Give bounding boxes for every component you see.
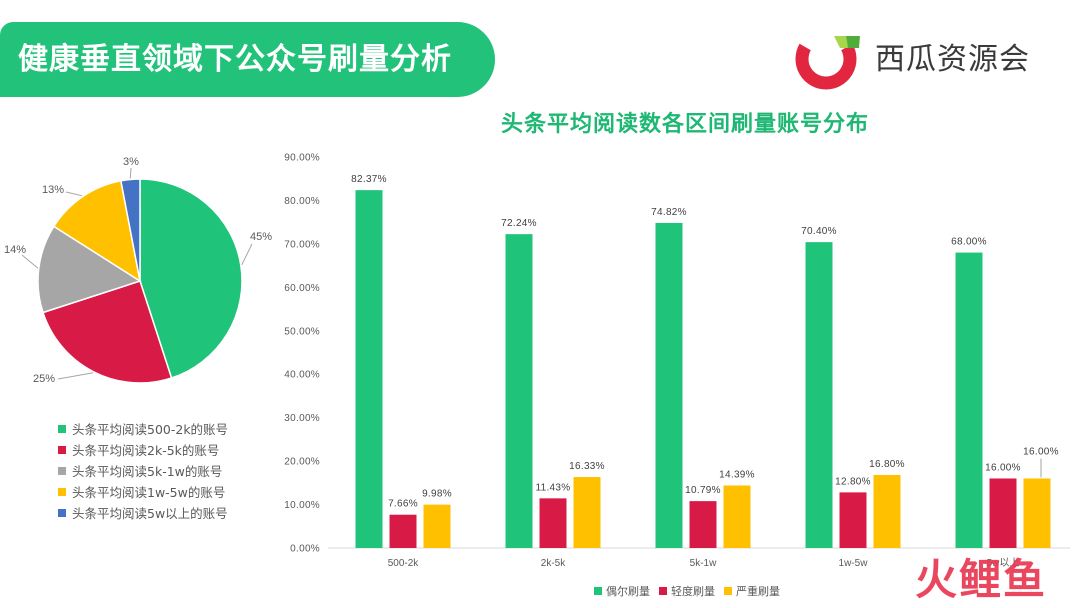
bar-legend-label: 严重刷量 bbox=[736, 585, 780, 598]
header-banner: 健康垂直领域下公众号刷量分析 bbox=[0, 22, 495, 97]
bar bbox=[573, 477, 601, 548]
bar bbox=[805, 242, 833, 548]
bar bbox=[839, 492, 867, 548]
y-tick-label: 80.00% bbox=[284, 196, 320, 207]
x-category-label: 5k-1w bbox=[690, 558, 717, 569]
bar bbox=[423, 504, 451, 548]
pie-data-label: 45% bbox=[250, 231, 272, 243]
bar-data-label: 10.79% bbox=[685, 485, 721, 496]
bar-data-label: 14.39% bbox=[719, 469, 755, 480]
pie-slice bbox=[120, 178, 141, 282]
pie-legend-label: 头条平均阅读2k-5k的账号 bbox=[72, 443, 220, 458]
legend-swatch bbox=[594, 587, 602, 595]
pie-legend: 头条平均阅读500-2k的账号 头条平均阅读2k-5k的账号 头条平均阅读5k-… bbox=[58, 418, 228, 523]
y-tick-label: 70.00% bbox=[284, 239, 320, 250]
pie-leader-line bbox=[65, 191, 83, 197]
pie-data-label: 14% bbox=[4, 244, 26, 256]
y-tick-label: 10.00% bbox=[284, 500, 320, 511]
bar-legend-label: 轻度刷量 bbox=[671, 585, 715, 598]
bar bbox=[1023, 478, 1051, 548]
y-tick-label: 40.00% bbox=[284, 370, 320, 381]
bar-data-label: 16.80% bbox=[869, 459, 905, 470]
y-tick-label: 0.00% bbox=[290, 544, 320, 555]
bar-legend-item: 偶尔刷量 bbox=[594, 583, 650, 599]
pie-chart: 45% 25% 14% 13% 3% bbox=[4, 156, 272, 385]
y-tick-label: 30.00% bbox=[284, 413, 320, 424]
legend-swatch bbox=[724, 587, 732, 595]
bar bbox=[539, 498, 567, 548]
pie-leader-line bbox=[57, 372, 94, 380]
pie-slice bbox=[42, 280, 173, 384]
bar bbox=[389, 514, 417, 548]
bar-data-label: 7.66% bbox=[388, 499, 418, 510]
y-tick-label: 50.00% bbox=[284, 326, 320, 337]
bar-data-label: 9.98% bbox=[422, 489, 452, 500]
pie-legend-label: 头条平均阅读500-2k的账号 bbox=[72, 422, 229, 437]
bar bbox=[873, 475, 901, 548]
bar-data-label: 70.40% bbox=[801, 226, 837, 237]
pie-legend-label: 头条平均阅读5w以上的账号 bbox=[72, 506, 228, 521]
bar-legend-item: 轻度刷量 bbox=[659, 583, 715, 599]
pie-leader-line bbox=[241, 243, 253, 266]
y-tick-label: 60.00% bbox=[284, 283, 320, 294]
y-tick-label: 90.00% bbox=[284, 153, 320, 164]
x-category-label: 2k-5k bbox=[541, 558, 566, 569]
pie-legend-item: 头条平均阅读2k-5k的账号 bbox=[58, 439, 228, 460]
pie-legend-item: 头条平均阅读500-2k的账号 bbox=[58, 418, 228, 439]
bar-data-label: 68.00% bbox=[951, 237, 987, 248]
bar bbox=[355, 190, 383, 548]
watermelon-logo-icon bbox=[795, 36, 860, 90]
page-title: 健康垂直领域下公众号刷量分析 bbox=[18, 42, 452, 77]
pie-legend-item: 头条平均阅读5k-1w的账号 bbox=[58, 460, 228, 481]
bar bbox=[989, 478, 1017, 548]
bar bbox=[689, 501, 717, 548]
brand-logo: 西瓜资源会 bbox=[790, 30, 1052, 90]
pie-data-label: 25% bbox=[33, 373, 55, 385]
bar-data-label: 16.33% bbox=[569, 461, 605, 472]
pie-data-label: 13% bbox=[42, 184, 64, 196]
bar bbox=[655, 222, 683, 548]
legend-swatch bbox=[58, 424, 66, 433]
bar-data-label: 72.24% bbox=[501, 218, 537, 229]
pie-leader-line bbox=[21, 254, 39, 269]
bar-data-label: 11.43% bbox=[536, 482, 571, 493]
bar-data-label: 16.00% bbox=[1023, 446, 1059, 457]
pie-legend-label: 头条平均阅读1w-5w的账号 bbox=[72, 485, 226, 500]
pie-slice bbox=[52, 179, 142, 283]
bar-data-label: 12.80% bbox=[835, 476, 871, 487]
bar-legend-label: 偶尔刷量 bbox=[606, 585, 650, 598]
bar bbox=[505, 234, 533, 548]
x-category-label: 1w-5w bbox=[839, 558, 869, 569]
pie-legend-item: 头条平均阅读1w-5w的账号 bbox=[58, 481, 228, 502]
legend-swatch bbox=[58, 466, 66, 475]
bar-chart: 0.00% 10.00% 20.00% 30.00% 40.00% 50.00% 60.00… bbox=[284, 153, 1070, 569]
x-category-label: 5w以上 bbox=[987, 557, 1020, 569]
bar-data-label: 74.82% bbox=[651, 207, 687, 218]
bar-legend-item: 严重刷量 bbox=[724, 583, 780, 599]
pie-slice bbox=[139, 178, 243, 379]
bar-data-label: 82.37% bbox=[351, 174, 387, 185]
legend-swatch bbox=[58, 445, 66, 454]
legend-swatch bbox=[58, 487, 66, 496]
pie-data-label: 3% bbox=[123, 156, 139, 168]
bar bbox=[723, 485, 751, 548]
pie-leader-line bbox=[129, 167, 132, 179]
legend-swatch bbox=[58, 508, 66, 517]
brand-name: 西瓜资源会 bbox=[875, 42, 1030, 77]
pie-slice bbox=[37, 225, 142, 314]
pie-legend-label: 头条平均阅读5k-1w的账号 bbox=[72, 464, 223, 479]
x-category-label: 500-2k bbox=[388, 558, 420, 569]
bar bbox=[955, 252, 983, 549]
pie-legend-item: 头条平均阅读5w以上的账号 bbox=[58, 502, 228, 523]
bar-data-label: 16.00% bbox=[985, 462, 1021, 473]
bar-legend: 偶尔刷量 轻度刷量 严重刷量 bbox=[594, 583, 780, 599]
y-tick-label: 20.00% bbox=[284, 457, 320, 468]
legend-swatch bbox=[659, 587, 667, 595]
watermark: 火鲤鱼 bbox=[915, 555, 1048, 604]
bar-chart-title: 头条平均阅读数各区间刷量账号分布 bbox=[500, 112, 869, 137]
